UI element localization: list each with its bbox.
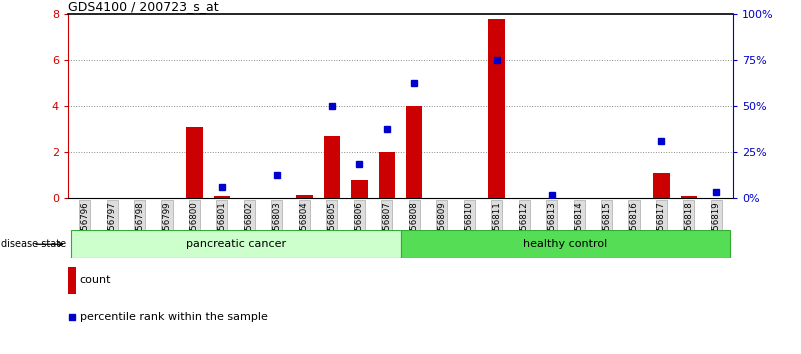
Bar — [296, 195, 312, 198]
Bar — [186, 127, 203, 198]
Bar — [214, 196, 230, 198]
Text: healthy control: healthy control — [523, 239, 607, 249]
Text: count: count — [80, 275, 111, 285]
Text: percentile rank within the sample: percentile rank within the sample — [80, 312, 268, 322]
Bar — [400, 230, 731, 258]
Bar — [489, 19, 505, 198]
Bar — [654, 173, 670, 198]
Text: GDS4100 / 200723_s_at: GDS4100 / 200723_s_at — [68, 0, 219, 13]
Bar — [406, 106, 422, 198]
Bar — [68, 267, 76, 294]
Text: pancreatic cancer: pancreatic cancer — [186, 239, 286, 249]
Bar — [351, 180, 368, 198]
Bar — [70, 230, 400, 258]
Text: disease state: disease state — [1, 239, 66, 249]
Bar — [379, 152, 395, 198]
Bar — [681, 196, 697, 198]
Bar — [324, 136, 340, 198]
